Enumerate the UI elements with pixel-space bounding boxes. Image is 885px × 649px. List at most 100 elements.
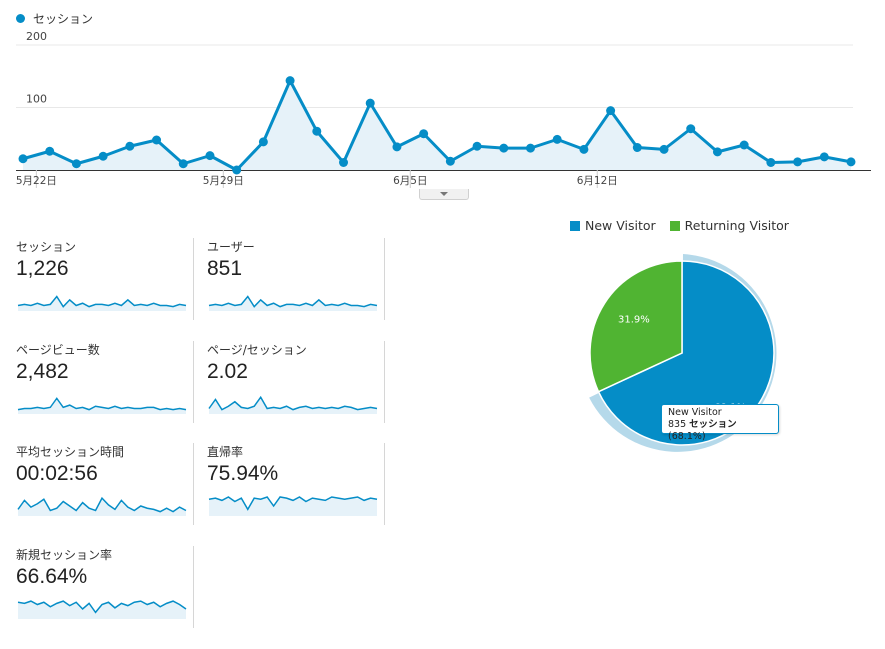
data-point[interactable] xyxy=(285,76,295,86)
pie-legend-returning[interactable]: Returning Visitor xyxy=(669,218,789,233)
data-point[interactable] xyxy=(232,165,242,175)
metric-sparkline xyxy=(17,397,187,414)
sparkline-line xyxy=(208,295,378,308)
pie-legend-new[interactable]: New Visitor xyxy=(570,218,656,233)
metric-tile[interactable]: ページ/セッション 2.02 xyxy=(207,341,385,423)
data-point[interactable] xyxy=(499,143,509,153)
y-tick-label: 100 xyxy=(26,93,47,106)
pie-slice[interactable] xyxy=(597,260,775,446)
metric-label: 平均セッション時間 xyxy=(16,445,125,459)
tooltip-unit: セッション xyxy=(689,419,737,430)
sparkline-line xyxy=(208,496,378,511)
sparkline-area xyxy=(18,296,186,311)
metric-value: 1,226 xyxy=(16,257,69,280)
data-point[interactable] xyxy=(659,144,669,154)
pie-slice[interactable] xyxy=(589,260,683,393)
series-line xyxy=(22,79,852,172)
x-tick-label: 5月29日 xyxy=(203,175,244,187)
data-point[interactable] xyxy=(419,129,429,139)
data-point[interactable] xyxy=(739,140,749,150)
metric-tile[interactable]: 新規セッション率 66.64% xyxy=(16,546,194,628)
metric-label: 直帰率 xyxy=(207,445,244,459)
series-area xyxy=(23,80,851,170)
data-point[interactable] xyxy=(152,135,162,145)
metric-sparkline xyxy=(17,600,187,619)
metric-tile[interactable]: 直帰率 75.94% xyxy=(207,443,385,525)
metric-value: 66.64% xyxy=(16,565,88,588)
metric-value: 851 xyxy=(207,257,243,280)
metric-sparkline xyxy=(208,295,378,311)
series-dot-icon xyxy=(16,14,25,23)
metric-label: セッション xyxy=(16,240,77,254)
sparkline-area xyxy=(209,497,377,516)
sparkline-line xyxy=(17,496,187,513)
metric-tile[interactable]: セッション 1,226 xyxy=(16,238,194,320)
chart-collapse-handle[interactable] xyxy=(419,189,469,200)
pie-legend: New Visitor Returning Visitor xyxy=(570,218,803,233)
tooltip-title: New Visitor xyxy=(668,407,722,418)
sparkline-area xyxy=(18,498,186,516)
metric-sparkline xyxy=(208,496,378,516)
x-tick-label: 5月22日 xyxy=(16,175,57,187)
metric-label: ページ/セッション xyxy=(207,343,307,357)
data-point[interactable] xyxy=(819,152,829,162)
sparkline-line xyxy=(17,295,187,308)
data-point[interactable] xyxy=(445,156,455,166)
sparkline-line xyxy=(17,397,187,411)
metric-sparkline xyxy=(17,496,187,516)
metric-label: 新規セッション率 xyxy=(16,548,113,562)
metric-sparkline xyxy=(17,295,187,311)
metric-value: 00:02:56 xyxy=(16,462,98,485)
y-tick-label: 200 xyxy=(26,32,47,43)
data-point[interactable] xyxy=(98,151,108,161)
data-point[interactable] xyxy=(686,124,696,134)
pie-legend-returning-label: Returning Visitor xyxy=(684,218,789,233)
sparkline-line xyxy=(17,600,187,614)
data-point[interactable] xyxy=(632,143,642,152)
data-point[interactable] xyxy=(793,157,803,167)
data-point[interactable] xyxy=(472,141,482,151)
data-point[interactable] xyxy=(125,141,135,151)
data-point[interactable] xyxy=(45,146,55,156)
visitor-type-pie-chart[interactable]: 68.1%31.9% xyxy=(580,240,790,455)
data-point[interactable] xyxy=(71,159,81,169)
sparkline-line xyxy=(208,395,378,411)
metric-tile[interactable]: ページビュー数 2,482 xyxy=(16,341,194,423)
data-point[interactable] xyxy=(712,147,722,157)
metric-label: ユーザー xyxy=(207,240,255,254)
data-point[interactable] xyxy=(579,144,589,154)
data-point[interactable] xyxy=(606,106,616,116)
pie-legend-new-label: New Visitor xyxy=(585,218,656,233)
tooltip-pct: (68.1%) xyxy=(668,431,706,442)
metric-value: 2.02 xyxy=(207,360,248,383)
data-point[interactable] xyxy=(339,158,349,167)
data-point[interactable] xyxy=(846,157,856,167)
tooltip-count: 835 xyxy=(668,419,687,430)
metric-label: ページビュー数 xyxy=(16,343,100,357)
metric-value: 2,482 xyxy=(16,360,69,383)
sparkline-area xyxy=(209,397,377,414)
sparkline-area xyxy=(18,601,186,619)
returning-visitor-swatch-icon xyxy=(669,220,680,231)
data-point[interactable] xyxy=(766,158,776,167)
chart-legend[interactable]: セッション xyxy=(16,10,93,27)
data-point[interactable] xyxy=(525,143,535,153)
data-point[interactable] xyxy=(18,154,28,164)
metric-tile[interactable]: ユーザー 851 xyxy=(207,238,385,320)
data-point[interactable] xyxy=(258,137,268,147)
data-point[interactable] xyxy=(205,151,215,161)
pie-slice-label: 31.9% xyxy=(618,314,650,325)
data-point[interactable] xyxy=(552,134,562,144)
new-visitor-swatch-icon xyxy=(570,220,580,231)
pie-tooltip: New Visitor 835 セッション (68.1%) xyxy=(661,404,779,442)
data-point[interactable] xyxy=(365,98,375,108)
x-tick-label: 6月12日 xyxy=(577,175,618,187)
sessions-line-chart[interactable]: 100 200 5月22日 5月29日 6月5日 6月12日 xyxy=(0,32,885,192)
data-point[interactable] xyxy=(312,126,322,136)
data-point[interactable] xyxy=(178,159,188,169)
metric-tile[interactable]: 平均セッション時間 00:02:56 xyxy=(16,443,194,525)
sparkline-area xyxy=(18,398,186,414)
x-tick-label: 6月5日 xyxy=(393,175,427,187)
data-point[interactable] xyxy=(392,142,402,152)
tooltip-body: 835 セッション (68.1%) xyxy=(668,419,772,443)
